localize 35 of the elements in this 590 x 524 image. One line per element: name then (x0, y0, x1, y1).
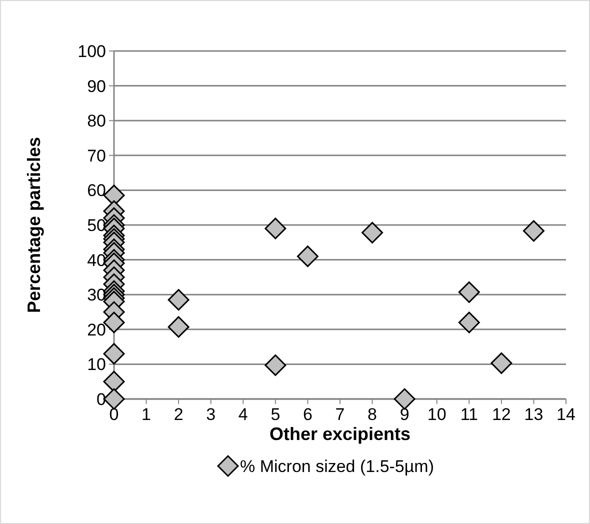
point (362, 222, 384, 244)
x-tick-label: 8 (368, 405, 378, 424)
point (394, 388, 416, 410)
y-tick-label: 100 (78, 42, 106, 61)
y-tick-label: 60 (87, 181, 106, 200)
point (103, 370, 125, 392)
y-axis-title: Percentage particles (24, 136, 44, 314)
x-tick-label: 6 (302, 405, 312, 424)
y-tick-label: 70 (87, 146, 106, 166)
point (168, 289, 190, 311)
x-tick-label: 11 (460, 405, 478, 424)
x-axis-title: Other excipients (269, 424, 411, 444)
legend-label: % Micron sized (1.5-5µm) (240, 456, 434, 476)
y-tick-label: 10 (87, 355, 106, 374)
x-tick-label: 14 (556, 405, 576, 424)
point (296, 246, 318, 268)
point (522, 220, 544, 242)
x-tick-label: 7 (335, 405, 345, 424)
x-tick-label: 2 (174, 405, 184, 424)
y-tick-label: 20 (87, 320, 106, 340)
y-tick-label: 90 (87, 76, 106, 96)
x-tick-label: 1 (142, 405, 152, 424)
point (458, 281, 480, 303)
y-tick-label: 80 (87, 112, 106, 131)
point (490, 352, 512, 374)
point (264, 354, 286, 376)
point (264, 218, 286, 240)
point (458, 312, 480, 334)
x-tick-label: 3 (206, 405, 216, 424)
x-tick-label: 10 (427, 405, 446, 424)
x-tick-label: 5 (270, 405, 280, 424)
x-tick-label: 12 (492, 405, 511, 424)
x-tick-label: 13 (524, 405, 544, 424)
x-tick-label: 4 (238, 405, 248, 424)
point (168, 316, 190, 338)
